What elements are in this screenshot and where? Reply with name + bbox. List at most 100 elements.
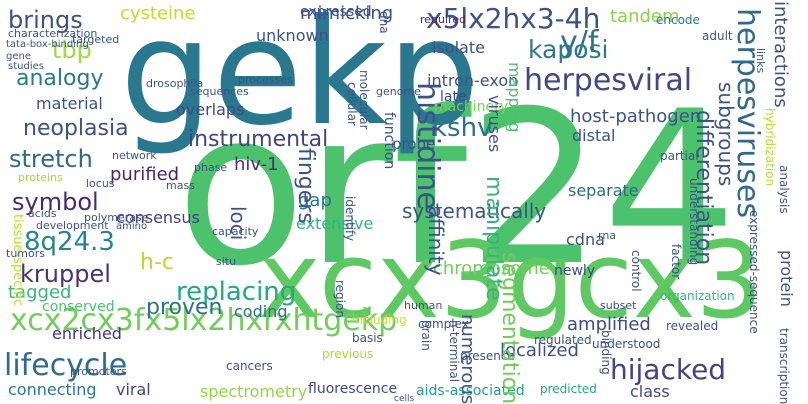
word-gap: gap <box>298 190 332 211</box>
word-phase: phase <box>194 161 228 174</box>
word-conserved: conserved <box>42 299 115 315</box>
word-isolate: isolate <box>432 38 485 57</box>
word-hijacked: hijacked <box>610 353 727 386</box>
word-y-f: y/f <box>560 25 599 60</box>
word-unknown: unknown <box>256 26 329 45</box>
word-molecular: molecular <box>357 70 371 130</box>
word-tata-box-binding: tata-box-binding <box>6 39 89 50</box>
word-h-c: h-c <box>140 250 174 275</box>
word-xcx2cx3fx5lx2hxrxhtgekp: xcx2cx3fx5lx2hxrxhtgekp <box>10 303 398 338</box>
word-consensus: consensus <box>116 208 200 227</box>
word-probe: probe <box>392 135 436 153</box>
word-mimicking: mimicking <box>300 3 394 24</box>
word-separate: separate <box>568 181 639 200</box>
word-stretch: stretch <box>9 145 93 173</box>
word-tissue-specific: tissue-specific <box>10 214 25 307</box>
word-enriched: enriched <box>52 324 122 343</box>
word-spectrometry: spectrometry <box>200 382 308 401</box>
word-factor: factor <box>669 244 683 280</box>
word-fluorescence: fluorescence <box>308 381 398 397</box>
word-instrumental: instrumental <box>188 127 329 152</box>
word-network: network <box>112 149 157 162</box>
word-herpesviral: herpesviral <box>524 63 693 98</box>
word-promoters: promoters <box>70 365 127 378</box>
word-kshv: kshv <box>432 113 493 143</box>
word-interactions: interactions <box>770 1 791 108</box>
word-revealed: revealed <box>666 319 719 333</box>
word-neoplasia: neoplasia <box>23 116 129 141</box>
word-amino: amino <box>116 221 148 232</box>
word-aids-associated: aids-associated <box>416 383 525 399</box>
word-adult: adult <box>702 29 733 43</box>
word-n-terminal: n-terminal <box>447 320 461 383</box>
word-hybridization: hybridization <box>763 108 777 187</box>
word-mapping: mapping <box>505 62 524 133</box>
word-brain: brain <box>419 320 433 351</box>
word-drosophila: drosophila <box>146 77 204 90</box>
word-replacing: replacing <box>176 277 297 307</box>
word-analogy: analogy <box>16 66 104 91</box>
word-including: including <box>352 313 407 327</box>
word-cdna: cdna <box>566 230 605 249</box>
word-viral: viral <box>116 380 151 399</box>
word-presence: presence <box>460 349 515 363</box>
word-differentiation: differentiation <box>691 110 716 266</box>
word-fingers: fingers <box>293 148 318 224</box>
word-affinity: affinity <box>424 206 448 276</box>
word-situ: situ <box>216 255 237 268</box>
word-human: human <box>404 299 443 312</box>
word-mass: mass <box>166 179 195 192</box>
word-cellular: cellular <box>345 82 359 126</box>
word-expressed: expressed <box>300 4 372 20</box>
word-subgroups: subgroups <box>714 82 738 187</box>
word-intron-exon: intron-exon <box>427 71 519 90</box>
word-basis: basis <box>352 331 383 345</box>
word-dna: dna <box>377 11 391 34</box>
word-histidine: histidine <box>410 82 445 210</box>
word-viruses: viruses <box>485 95 504 153</box>
word-overlaps: overlaps <box>176 100 245 119</box>
word-partial: partial <box>660 149 699 163</box>
word-connecting: connecting <box>8 380 97 399</box>
word-8q24-3: 8q24.3 <box>24 227 115 257</box>
word-locus: locus <box>86 177 115 190</box>
word-cancers: cancers <box>226 359 273 373</box>
word-gene: gene <box>6 51 31 62</box>
word-manipulate: manipulate <box>481 176 506 301</box>
word-extensive: extensive <box>296 214 374 233</box>
word-function: function <box>381 112 397 170</box>
word-characterization: characterization <box>8 27 98 40</box>
word-proven: proven <box>146 295 223 320</box>
word-amplified: amplified <box>567 314 651 335</box>
word-purified: purified <box>110 164 180 185</box>
word-machinery: machinery <box>434 99 509 115</box>
word-brings: brings <box>8 6 83 34</box>
word-control: control <box>629 250 643 292</box>
word-region: region <box>333 280 347 318</box>
word-class: class <box>630 382 670 401</box>
word-proteins: proteins <box>18 171 63 184</box>
word-localized: localized <box>500 340 579 361</box>
word-studies: studies <box>8 61 44 72</box>
word-tbp: tbp <box>52 36 92 64</box>
word-cysteine: cysteine <box>120 3 196 24</box>
word-expressed-sequence: expressed-sequence <box>747 210 761 334</box>
word-encode: encode <box>656 13 700 27</box>
word-identify: identify <box>343 196 357 242</box>
word-host-pathogen: host-pathogen <box>570 106 702 127</box>
word-distal: distal <box>572 126 616 145</box>
word-development: development <box>36 219 109 232</box>
word-complex: complex <box>418 317 469 331</box>
word-cells: cells <box>394 394 415 404</box>
word-binding: binding <box>599 330 613 375</box>
word-newly: newly <box>554 263 596 279</box>
word-tagged: tagged <box>8 282 72 303</box>
word-tumors: tumors <box>6 247 45 260</box>
word-lifecycle: lifecycle <box>4 348 128 383</box>
word-capacity: capacity <box>212 225 259 238</box>
word-regulated: regulated <box>534 333 592 347</box>
word-kruppel: kruppel <box>20 260 111 288</box>
word-kaposi: kaposi <box>528 35 609 64</box>
word-targeted: targeted <box>72 33 120 46</box>
word-xcx3gcx3: xcx3gcx3 <box>258 219 764 342</box>
